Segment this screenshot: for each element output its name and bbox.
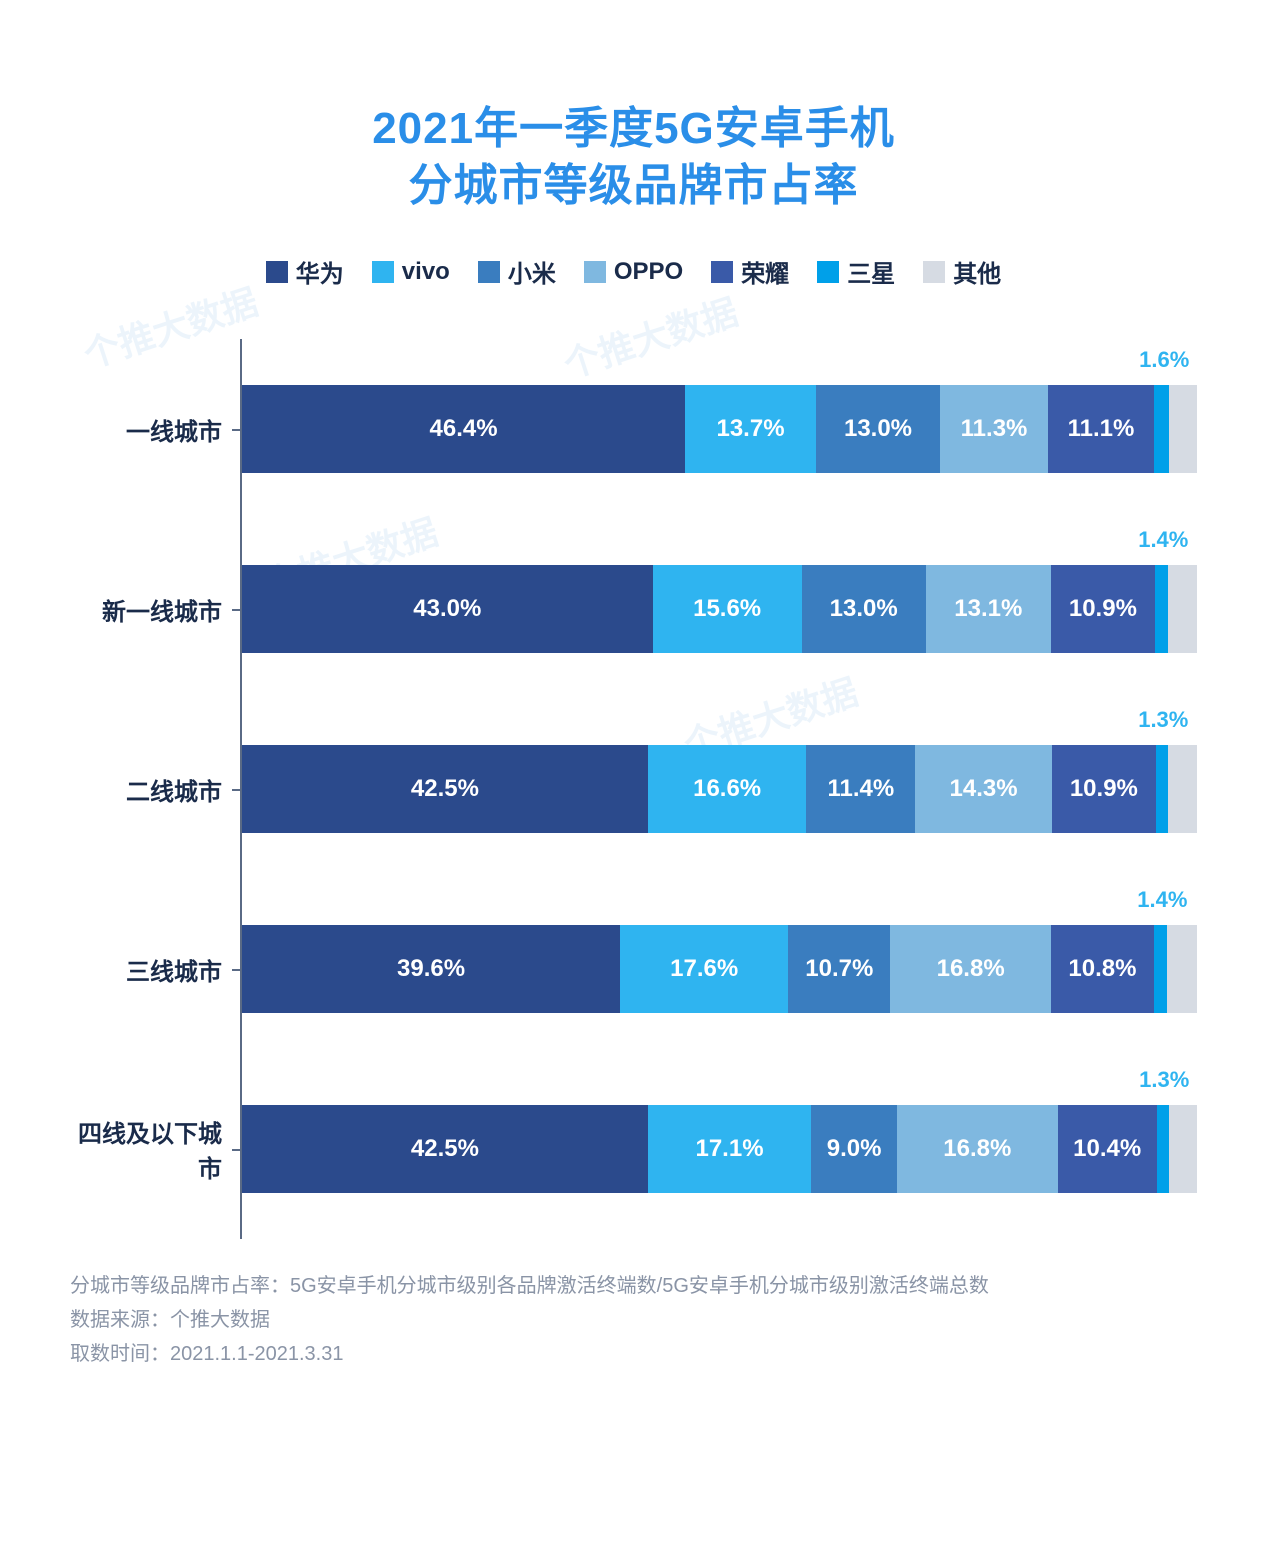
footer-notes: 分城市等级品牌市占率：5G安卓手机分城市级别各品牌激活终端数/5G安卓手机分城市… (70, 1269, 1197, 1371)
bar-segment: 17.6% (620, 925, 788, 1013)
category-label: 三线城市 (72, 952, 232, 987)
segment-callout: 1.4% (1137, 887, 1187, 913)
stacked-bar: 39.6%17.6%10.7%16.8%10.8%1.4% (242, 925, 1197, 1013)
chart-row: 四线及以下城市42.5%17.1%9.0%16.8%10.4%1.3% (242, 1059, 1197, 1239)
stacked-bar: 42.5%16.6%11.4%14.3%10.9%1.3% (242, 745, 1197, 833)
axis-tick (232, 1149, 242, 1151)
chart-row: 新一线城市43.0%15.6%13.0%13.1%10.9%1.4% (242, 519, 1197, 699)
axis-tick (232, 609, 242, 611)
stacked-bar: 43.0%15.6%13.0%13.1%10.9%1.4% (242, 565, 1197, 653)
legend-label: 三星 (847, 254, 895, 289)
bar-segment: 14.3% (915, 745, 1052, 833)
bar-segment: 10.7% (788, 925, 890, 1013)
bar-segment: 16.6% (648, 745, 807, 833)
legend-label: 华为 (296, 254, 344, 289)
category-label: 新一线城市 (72, 592, 232, 627)
legend-item: vivo (372, 258, 450, 286)
bar-segment: 43.0% (242, 565, 653, 653)
legend-item: 其他 (923, 254, 1001, 289)
axis-tick (232, 789, 242, 791)
legend: 华为 vivo 小米 OPPO 荣耀 三星 其他 (70, 254, 1197, 289)
bar-segment (1169, 385, 1197, 473)
bar-segment (1169, 1105, 1197, 1193)
legend-swatch (584, 261, 606, 283)
footer-line: 分城市等级品牌市占率：5G安卓手机分城市级别各品牌激活终端数/5G安卓手机分城市… (70, 1269, 1197, 1303)
legend-item: OPPO (584, 258, 683, 286)
bar-segment: 13.7% (685, 385, 816, 473)
legend-label: OPPO (614, 258, 683, 286)
bar-segment: 11.3% (940, 385, 1048, 473)
legend-swatch (711, 261, 733, 283)
bar-segment: 13.1% (926, 565, 1051, 653)
legend-item: 华为 (266, 254, 344, 289)
legend-label: 其他 (953, 254, 1001, 289)
segment-callout: 1.3% (1138, 707, 1188, 733)
bar-segment: 11.4% (806, 745, 915, 833)
bar-segment: 9.0% (811, 1105, 897, 1193)
chart-row: 三线城市39.6%17.6%10.7%16.8%10.8%1.4% (242, 879, 1197, 1059)
bar-segment: 11.1% (1048, 385, 1154, 473)
legend-item: 荣耀 (711, 254, 789, 289)
bar-segment (1168, 565, 1197, 653)
chart-title: 2021年一季度5G安卓手机 分城市等级品牌市占率 (70, 100, 1197, 214)
bar-segment (1167, 925, 1197, 1013)
axis-tick (232, 429, 242, 431)
bar-segment (1157, 1105, 1169, 1193)
legend-swatch (372, 261, 394, 283)
bar-segment: 17.1% (648, 1105, 811, 1193)
legend-item: 小米 (478, 254, 556, 289)
legend-swatch (478, 261, 500, 283)
bar-segment (1168, 745, 1197, 833)
bar-segment: 16.8% (890, 925, 1050, 1013)
legend-swatch (266, 261, 288, 283)
bar-segment: 15.6% (653, 565, 802, 653)
legend-swatch (923, 261, 945, 283)
bar-segment: 10.8% (1051, 925, 1154, 1013)
legend-label: 小米 (508, 254, 556, 289)
plot-area: 一线城市46.4%13.7%13.0%11.3%11.1%1.6%新一线城市43… (240, 339, 1197, 1239)
segment-callout: 1.4% (1138, 527, 1188, 553)
bar-segment: 10.9% (1052, 745, 1156, 833)
legend-item: 三星 (817, 254, 895, 289)
chart-row: 一线城市46.4%13.7%13.0%11.3%11.1%1.6% (242, 339, 1197, 519)
bar-segment: 13.0% (802, 565, 926, 653)
bar-segment (1154, 925, 1167, 1013)
bar-segment: 16.8% (897, 1105, 1057, 1193)
category-label: 二线城市 (72, 772, 232, 807)
legend-label: 荣耀 (741, 254, 789, 289)
bar-segment: 42.5% (242, 745, 648, 833)
stacked-bar: 46.4%13.7%13.0%11.3%11.1%1.6% (242, 385, 1197, 473)
footer-line: 数据来源：个推大数据 (70, 1303, 1197, 1337)
axis-tick (232, 969, 242, 971)
bar-segment (1156, 745, 1168, 833)
bar-segment: 10.4% (1058, 1105, 1157, 1193)
title-line-2: 分城市等级品牌市占率 (70, 157, 1197, 214)
footer-line: 取数时间：2021.1.1-2021.3.31 (70, 1337, 1197, 1371)
title-line-1: 2021年一季度5G安卓手机 (70, 100, 1197, 157)
stacked-bar-chart: 一线城市46.4%13.7%13.0%11.3%11.1%1.6%新一线城市43… (70, 339, 1197, 1239)
bar-segment: 10.9% (1051, 565, 1155, 653)
category-label: 四线及以下城市 (72, 1114, 232, 1184)
stacked-bar: 42.5%17.1%9.0%16.8%10.4%1.3% (242, 1105, 1197, 1193)
bar-segment: 42.5% (242, 1105, 648, 1193)
bar-segment: 46.4% (242, 385, 685, 473)
bar-segment (1154, 385, 1169, 473)
segment-callout: 1.6% (1139, 347, 1189, 373)
legend-swatch (817, 261, 839, 283)
category-label: 一线城市 (72, 412, 232, 447)
bar-segment: 13.0% (816, 385, 940, 473)
legend-label: vivo (402, 258, 450, 286)
chart-row: 二线城市42.5%16.6%11.4%14.3%10.9%1.3% (242, 699, 1197, 879)
bar-segment: 39.6% (242, 925, 620, 1013)
segment-callout: 1.3% (1139, 1067, 1189, 1093)
bar-segment (1155, 565, 1168, 653)
